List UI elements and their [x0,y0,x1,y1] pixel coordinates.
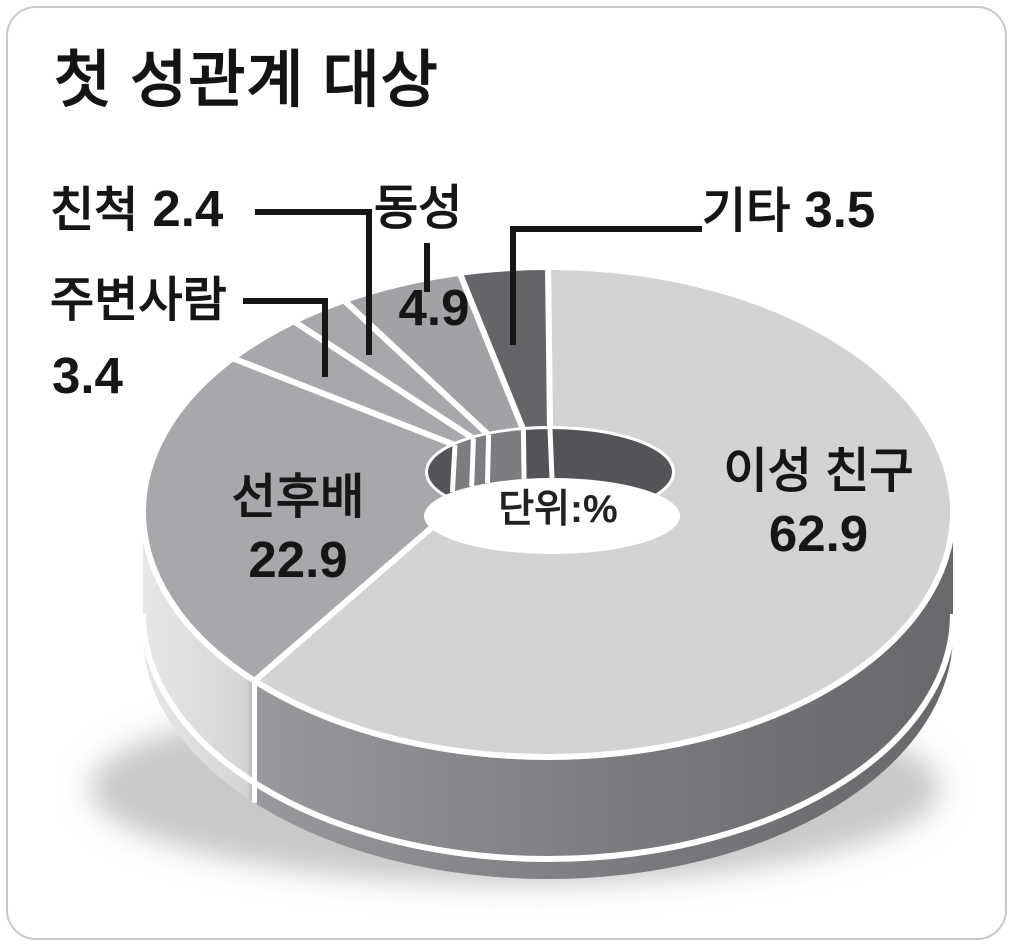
leader-line-acquaintance [243,298,328,377]
label-same-sex-name: 동성 [374,182,463,235]
inner-wall-divider [547,428,555,479]
label-relative: 친척 2.4 [50,180,223,238]
inner-wall-divider [520,429,527,479]
inner-wall-divider [469,438,476,487]
label-acquaintance-value: 3.4 [52,347,123,404]
inner-wall-divider [449,444,458,493]
leader-lines [243,209,702,377]
label-same-sex-value: 4.9 [398,279,470,336]
label-other-name: 기타 [702,185,791,238]
wall-bottom-rim-line [140,613,956,862]
label-opposite-sex-friend-value: 62.9 [768,504,869,562]
label-relative-value: 2.4 [152,180,224,237]
label-opposite-sex-friend-name: 이성 친구 [723,445,914,498]
label-other: 기타 3.5 [702,181,875,239]
label-senior-junior-name: 선후배 [231,471,365,524]
label-opposite-sex-friend: 이성 친구 62.9 [666,445,971,562]
pie-side-wall [143,512,953,879]
label-relative-name: 친척 [50,184,139,237]
inner-wall-divider [485,434,492,484]
unit-label: 단위:% [498,488,618,531]
leader-line-other [510,226,702,345]
label-other-value: 3.5 [804,181,876,238]
label-acquaintance-name: 주변사람 [50,274,227,327]
label-senior-junior-value: 22.9 [248,530,348,588]
donut-hole-floor [424,478,680,554]
slice-other [456,264,553,433]
leader-line-relative [255,209,372,355]
label-senior-junior: 선후배 22.9 [153,471,443,588]
chart-title: 첫 성관계 대상 [54,46,439,115]
